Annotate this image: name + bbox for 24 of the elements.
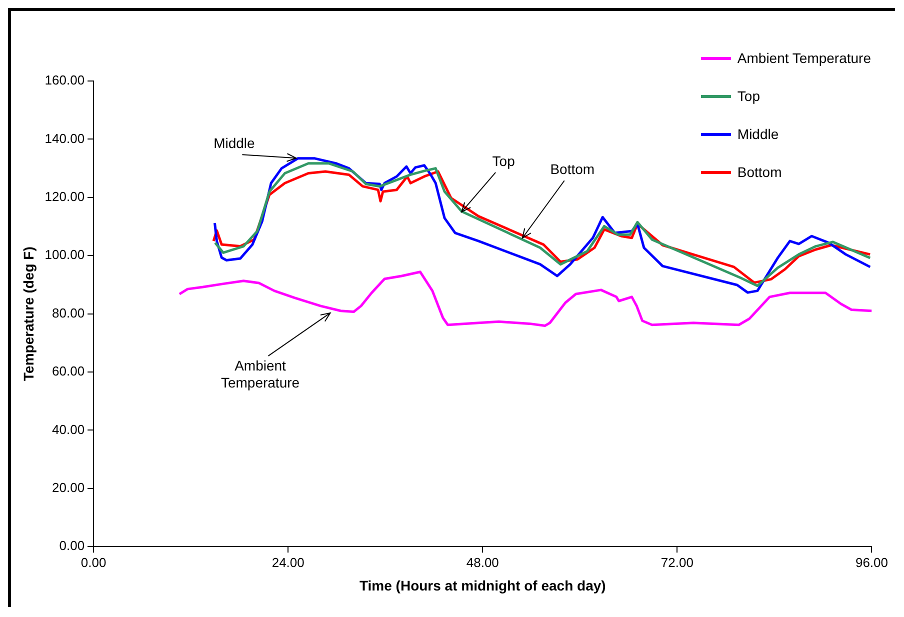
- y-tick-label: 80.00: [52, 305, 85, 320]
- x-tick-label: 96.00: [855, 554, 888, 570]
- annotation: Bottom: [550, 161, 595, 177]
- y-tick-label: 0.00: [59, 538, 85, 554]
- y-tick-label: 160.00: [44, 72, 85, 88]
- y-tick-label: 120.00: [44, 188, 85, 204]
- annotation: Ambient Temperature: [220, 357, 300, 390]
- legend-label: Top: [737, 88, 760, 104]
- y-tick-label: 40.00: [52, 422, 85, 437]
- annotation: Top: [492, 152, 516, 169]
- legend-label: Ambient Temperature: [737, 50, 871, 66]
- y-tick-label: 140.00: [44, 130, 85, 146]
- y-tick-label: 100.00: [44, 247, 85, 262]
- x-tick-label: 72.00: [660, 554, 694, 570]
- y-tick-label: 60.00: [52, 364, 85, 379]
- x-axis-title: Time (Hours at midnight of each day): [359, 577, 606, 594]
- x-tick-label: 0.00: [80, 554, 106, 570]
- y-tick-label: 20.00: [52, 480, 85, 495]
- x-tick-label: 24.00: [272, 554, 304, 570]
- x-tick-label: 48.00: [466, 554, 499, 570]
- y-axis-title: Temperature (deg F): [20, 246, 36, 381]
- legend-label: Middle: [737, 126, 779, 142]
- annotation: Middle: [214, 134, 256, 151]
- legend-label: Bottom: [737, 164, 782, 180]
